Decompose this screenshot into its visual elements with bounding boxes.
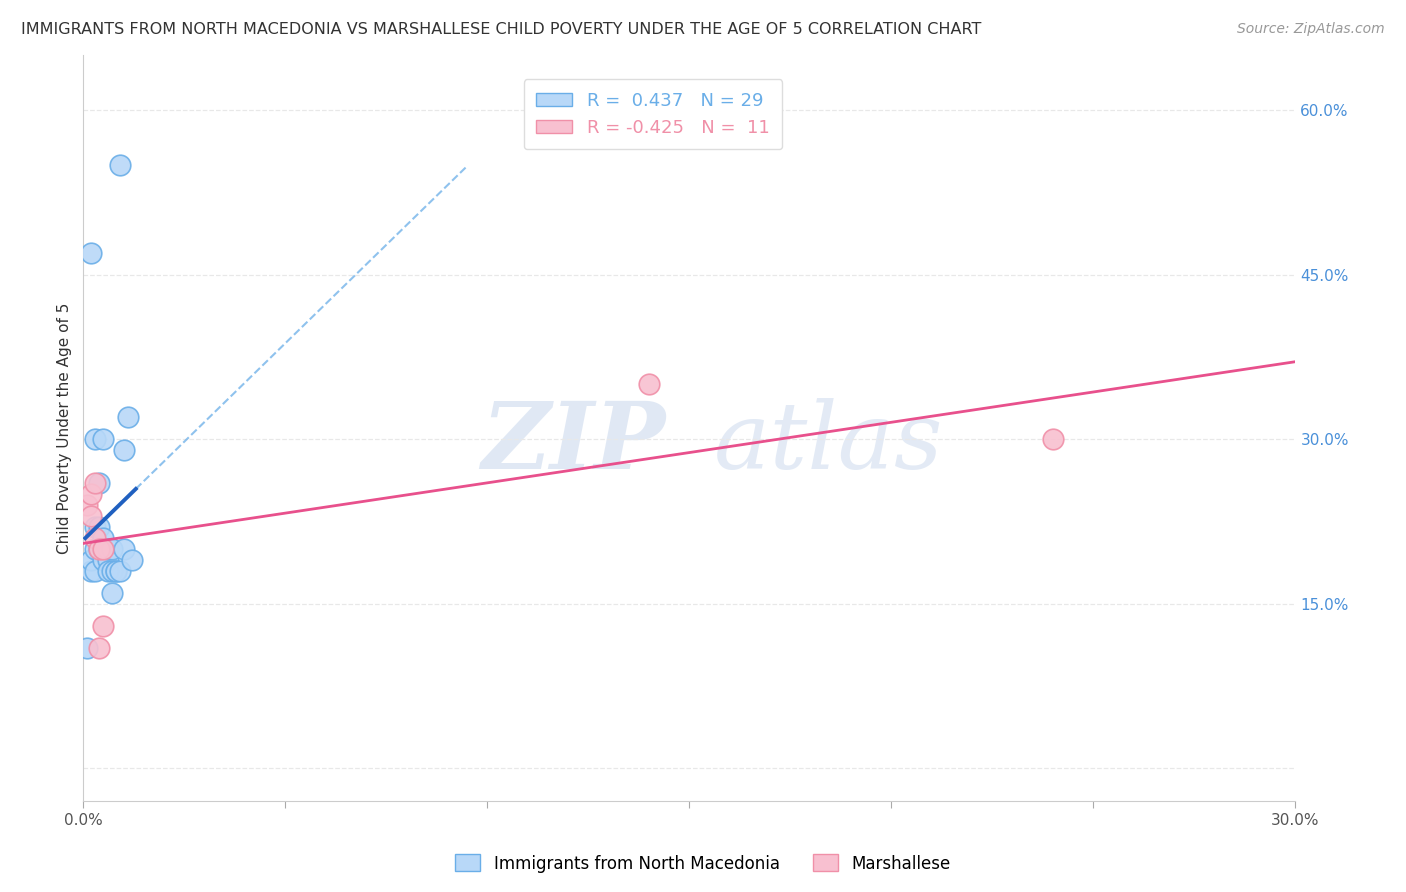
Legend: Immigrants from North Macedonia, Marshallese: Immigrants from North Macedonia, Marshal… bbox=[449, 847, 957, 880]
Point bbox=[638, 377, 661, 392]
Point bbox=[112, 541, 135, 556]
Point bbox=[108, 564, 131, 578]
Point bbox=[93, 541, 115, 556]
Point bbox=[93, 541, 115, 556]
Point bbox=[84, 564, 107, 578]
Point bbox=[80, 553, 103, 567]
Point bbox=[121, 553, 143, 567]
Point bbox=[93, 432, 115, 446]
Point bbox=[100, 564, 122, 578]
Point bbox=[89, 541, 111, 556]
Text: IMMIGRANTS FROM NORTH MACEDONIA VS MARSHALLESE CHILD POVERTY UNDER THE AGE OF 5 : IMMIGRANTS FROM NORTH MACEDONIA VS MARSH… bbox=[21, 22, 981, 37]
Point bbox=[93, 531, 115, 545]
Text: ZIP: ZIP bbox=[481, 398, 665, 488]
Point bbox=[112, 443, 135, 458]
Point bbox=[84, 541, 107, 556]
Point bbox=[76, 498, 98, 512]
Point bbox=[84, 432, 107, 446]
Point bbox=[89, 475, 111, 490]
Point bbox=[96, 564, 118, 578]
Point bbox=[100, 585, 122, 599]
Point bbox=[117, 410, 139, 425]
Point bbox=[80, 245, 103, 260]
Point bbox=[93, 553, 115, 567]
Point bbox=[89, 640, 111, 655]
Point bbox=[96, 541, 118, 556]
Point bbox=[1042, 432, 1064, 446]
Y-axis label: Child Poverty Under the Age of 5: Child Poverty Under the Age of 5 bbox=[58, 302, 72, 554]
Point bbox=[89, 520, 111, 534]
Point bbox=[108, 158, 131, 172]
Point bbox=[84, 531, 107, 545]
Point bbox=[80, 564, 103, 578]
Text: Source: ZipAtlas.com: Source: ZipAtlas.com bbox=[1237, 22, 1385, 37]
Point bbox=[80, 487, 103, 501]
Legend: R =  0.437   N = 29, R = -0.425   N =  11: R = 0.437 N = 29, R = -0.425 N = 11 bbox=[523, 79, 782, 149]
Point bbox=[89, 541, 111, 556]
Point bbox=[84, 520, 107, 534]
Point bbox=[96, 553, 118, 567]
Point bbox=[104, 564, 127, 578]
Point bbox=[80, 508, 103, 523]
Text: atlas: atlas bbox=[714, 398, 943, 488]
Point bbox=[93, 618, 115, 632]
Point bbox=[84, 475, 107, 490]
Point bbox=[76, 640, 98, 655]
Point bbox=[100, 541, 122, 556]
Point bbox=[104, 564, 127, 578]
